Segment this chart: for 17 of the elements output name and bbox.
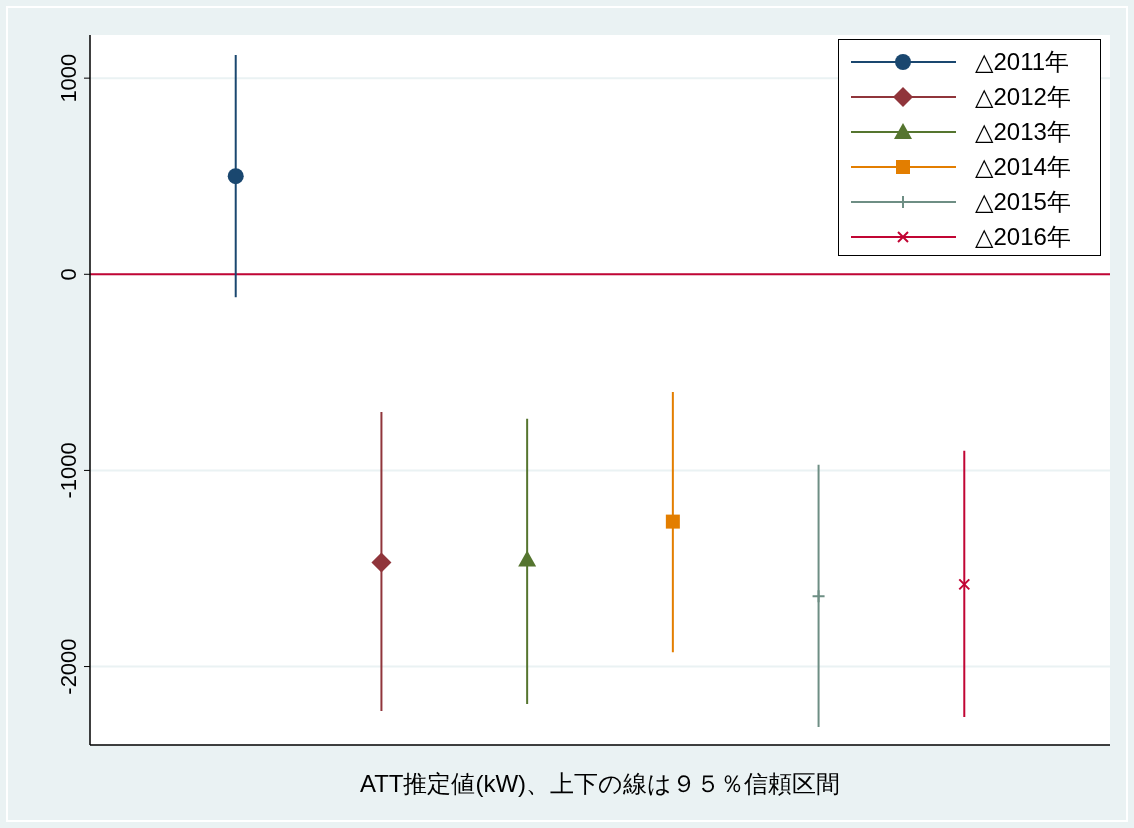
y-tick-label: -1000 — [56, 442, 81, 499]
legend-label: △2011年 — [975, 46, 1070, 77]
point — [811, 589, 826, 604]
point — [227, 168, 244, 185]
legend-label: △2012年 — [975, 81, 1071, 112]
point — [371, 552, 392, 573]
legend-label: △2015年 — [975, 186, 1071, 217]
point — [665, 514, 680, 529]
legend-label: △2013年 — [975, 116, 1071, 147]
point — [958, 578, 971, 591]
y-tick-label: 1000 — [56, 53, 81, 103]
legend-label: △2016年 — [975, 221, 1071, 252]
y-tick-label: 0 — [56, 268, 81, 281]
point — [518, 550, 537, 567]
legend-label: △2014年 — [975, 151, 1071, 182]
x-axis-title: ATT推定値(kW)、上下の線は９５％信頼区間 — [359, 770, 841, 797]
y-tick-label: -2000 — [56, 638, 81, 695]
